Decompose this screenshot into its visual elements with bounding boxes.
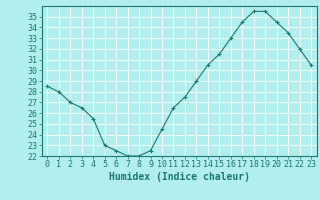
X-axis label: Humidex (Indice chaleur): Humidex (Indice chaleur) xyxy=(109,172,250,182)
